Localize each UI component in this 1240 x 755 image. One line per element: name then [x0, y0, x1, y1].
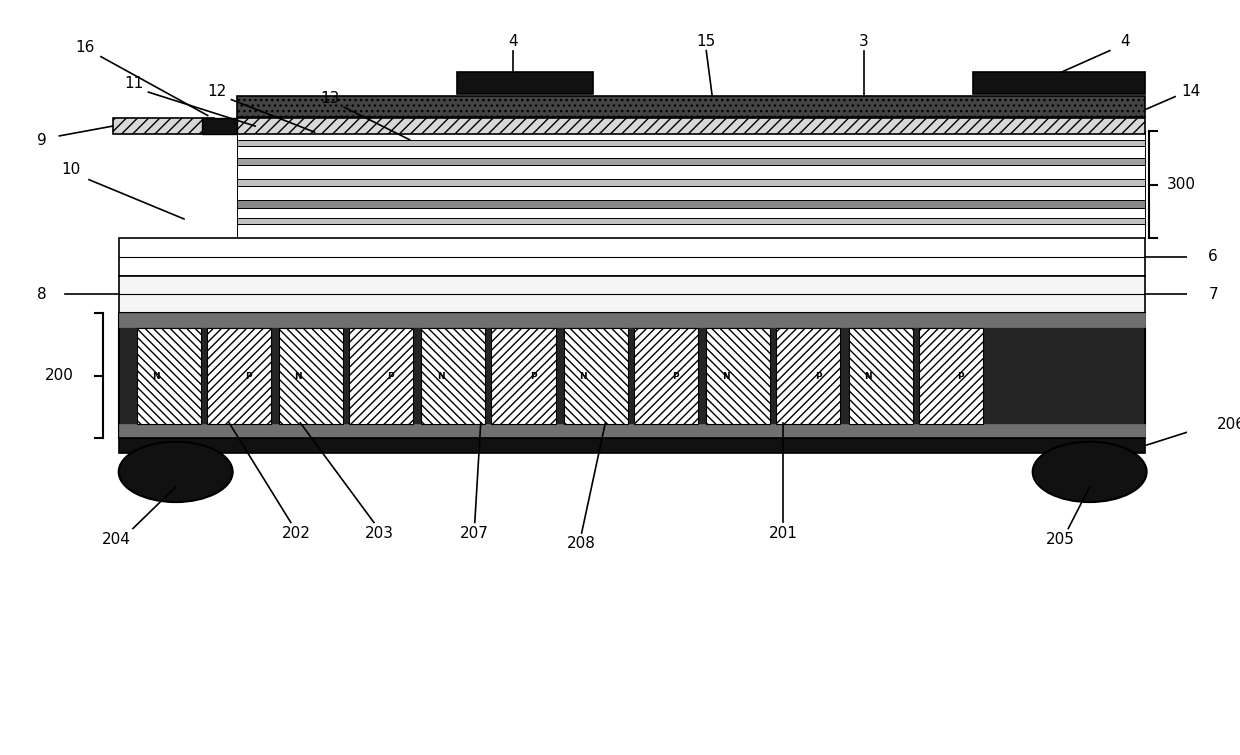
Text: P: P: [387, 372, 394, 381]
Text: N: N: [294, 372, 303, 381]
Text: 13: 13: [320, 91, 340, 106]
Bar: [279, 328, 343, 424]
Bar: [237, 118, 1146, 134]
Bar: [113, 118, 213, 134]
Text: 11: 11: [124, 76, 144, 91]
Text: 205: 205: [1045, 532, 1074, 547]
Text: 207: 207: [460, 525, 490, 541]
Bar: [564, 328, 627, 424]
Text: 3: 3: [859, 34, 869, 49]
Ellipse shape: [119, 442, 233, 502]
Text: 204: 204: [102, 532, 130, 547]
Bar: [973, 72, 1146, 94]
Text: N: N: [579, 372, 587, 381]
Text: 12: 12: [207, 84, 227, 99]
Bar: [237, 218, 1146, 224]
Bar: [237, 165, 1146, 179]
Bar: [237, 146, 1146, 158]
Text: 206: 206: [1216, 417, 1240, 432]
Text: 4: 4: [508, 34, 517, 49]
Bar: [136, 328, 201, 424]
Text: 300: 300: [1167, 177, 1195, 192]
Bar: [422, 328, 486, 424]
Bar: [119, 238, 1146, 276]
Text: N: N: [864, 372, 872, 381]
Text: 200: 200: [45, 368, 73, 383]
Bar: [237, 158, 1146, 165]
Text: 4: 4: [1121, 34, 1130, 49]
Text: P: P: [672, 372, 678, 381]
Bar: [491, 328, 556, 424]
Bar: [348, 328, 413, 424]
Bar: [207, 328, 270, 424]
Bar: [237, 224, 1146, 238]
Text: 208: 208: [567, 536, 596, 551]
Text: 10: 10: [62, 162, 81, 177]
Text: P: P: [815, 372, 821, 381]
Text: 14: 14: [1180, 84, 1200, 99]
Bar: [237, 200, 1146, 208]
Text: P: P: [244, 372, 252, 381]
Bar: [202, 118, 237, 134]
Text: 9: 9: [37, 133, 46, 148]
Text: 6: 6: [1208, 249, 1218, 264]
Bar: [776, 328, 841, 424]
Bar: [237, 96, 1146, 117]
Text: 8: 8: [37, 287, 46, 302]
Bar: [237, 179, 1146, 186]
Text: N: N: [722, 372, 729, 381]
Bar: [119, 313, 1146, 327]
Bar: [119, 313, 1146, 438]
Bar: [119, 276, 1146, 313]
Text: 201: 201: [769, 525, 797, 541]
Bar: [848, 328, 913, 424]
Text: 16: 16: [76, 40, 95, 55]
Text: 203: 203: [366, 525, 394, 541]
Text: 202: 202: [283, 525, 311, 541]
Text: 7: 7: [1208, 287, 1218, 302]
Bar: [707, 328, 770, 424]
Text: 15: 15: [697, 34, 715, 49]
Ellipse shape: [1033, 442, 1147, 502]
Text: P: P: [529, 372, 537, 381]
Bar: [458, 72, 594, 94]
Text: N: N: [153, 372, 160, 381]
Text: N: N: [436, 372, 444, 381]
Text: P: P: [957, 372, 963, 381]
Bar: [237, 208, 1146, 218]
Bar: [237, 131, 1146, 140]
Bar: [919, 328, 983, 424]
Bar: [119, 424, 1146, 438]
Bar: [634, 328, 698, 424]
Bar: [119, 438, 1146, 453]
Bar: [237, 186, 1146, 200]
Bar: [237, 140, 1146, 146]
